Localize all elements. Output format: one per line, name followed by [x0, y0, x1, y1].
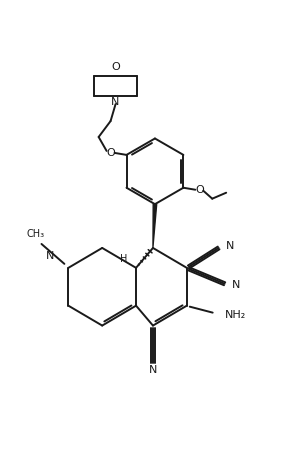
Text: O: O [106, 148, 115, 158]
Text: O: O [111, 62, 120, 72]
Text: N: N [111, 97, 120, 107]
Text: N: N [46, 251, 55, 261]
Text: N: N [226, 241, 234, 251]
Polygon shape [153, 204, 157, 247]
Text: CH₃: CH₃ [27, 229, 45, 239]
Text: N: N [149, 365, 157, 376]
Text: O: O [195, 185, 204, 195]
Text: H: H [121, 254, 128, 264]
Text: N: N [231, 280, 240, 290]
Text: NH₂: NH₂ [225, 310, 246, 320]
